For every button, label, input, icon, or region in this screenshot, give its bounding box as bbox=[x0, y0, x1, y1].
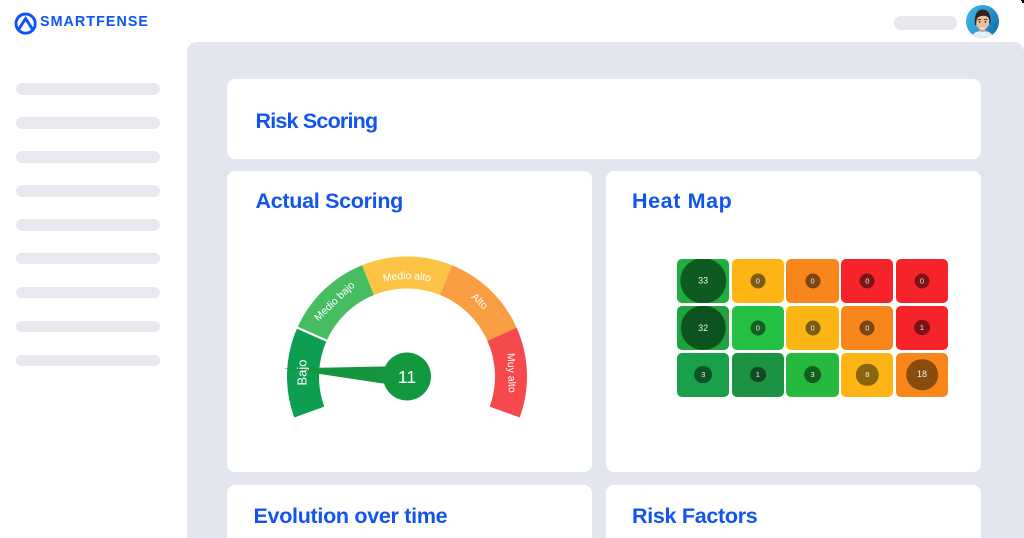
svg-text:Medio alto: Medio alto bbox=[382, 270, 432, 284]
svg-text:Bajo: Bajo bbox=[295, 359, 310, 385]
svg-text:Muy alto: Muy alto bbox=[504, 352, 516, 392]
svg-text:11: 11 bbox=[398, 366, 416, 386]
